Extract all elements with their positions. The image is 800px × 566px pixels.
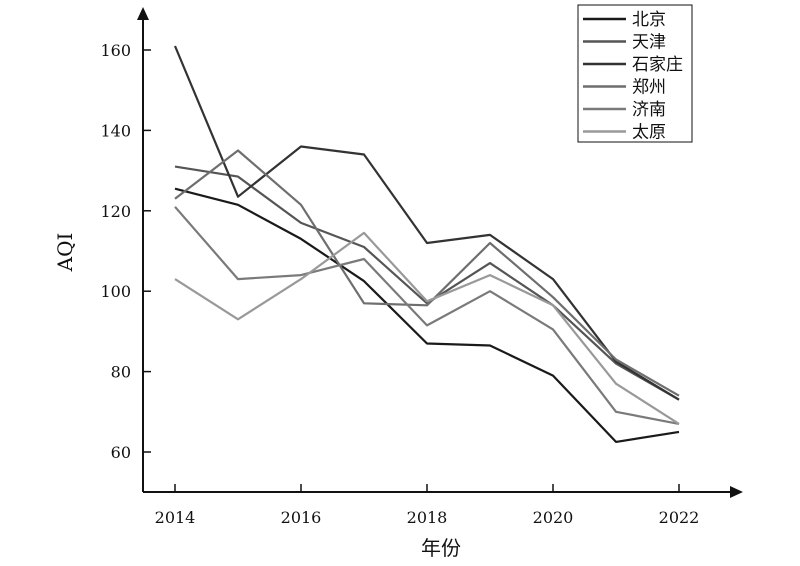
legend-label: 石家庄 — [632, 55, 683, 75]
x-tick-label: 2014 — [155, 508, 196, 527]
y-tick-label: 120 — [100, 202, 131, 221]
y-axis-title: AQI — [53, 233, 77, 273]
legend-label: 北京 — [632, 10, 666, 30]
legend-label: 天津 — [632, 33, 666, 53]
x-axis-title: 年份 — [421, 536, 461, 560]
x-tick-label: 2022 — [659, 508, 700, 527]
y-tick-label: 60 — [111, 443, 131, 462]
series-line-6 — [174, 231, 680, 425]
x-tick-label: 2016 — [281, 508, 322, 527]
series-line-1 — [174, 187, 680, 443]
y-tick-label: 80 — [111, 363, 131, 382]
y-tick-label: 160 — [100, 41, 131, 60]
legend-label: 郑州 — [632, 78, 666, 98]
legend-label: 济南 — [632, 100, 666, 120]
series-line-5 — [174, 206, 680, 425]
y-axis-arrow — [137, 7, 149, 20]
legend-label: 太原 — [632, 123, 666, 143]
y-tick-label: 140 — [100, 121, 131, 140]
x-axis-arrow — [730, 486, 743, 498]
legend-box — [577, 4, 693, 143]
series-line-3 — [173, 45, 680, 401]
axes — [137, 7, 743, 498]
x-tick-label: 2018 — [407, 508, 448, 527]
y-tick-label: 100 — [100, 282, 131, 301]
series-line-2 — [174, 165, 680, 401]
x-tick-label: 2020 — [533, 508, 574, 527]
series-line-4 — [174, 149, 680, 397]
